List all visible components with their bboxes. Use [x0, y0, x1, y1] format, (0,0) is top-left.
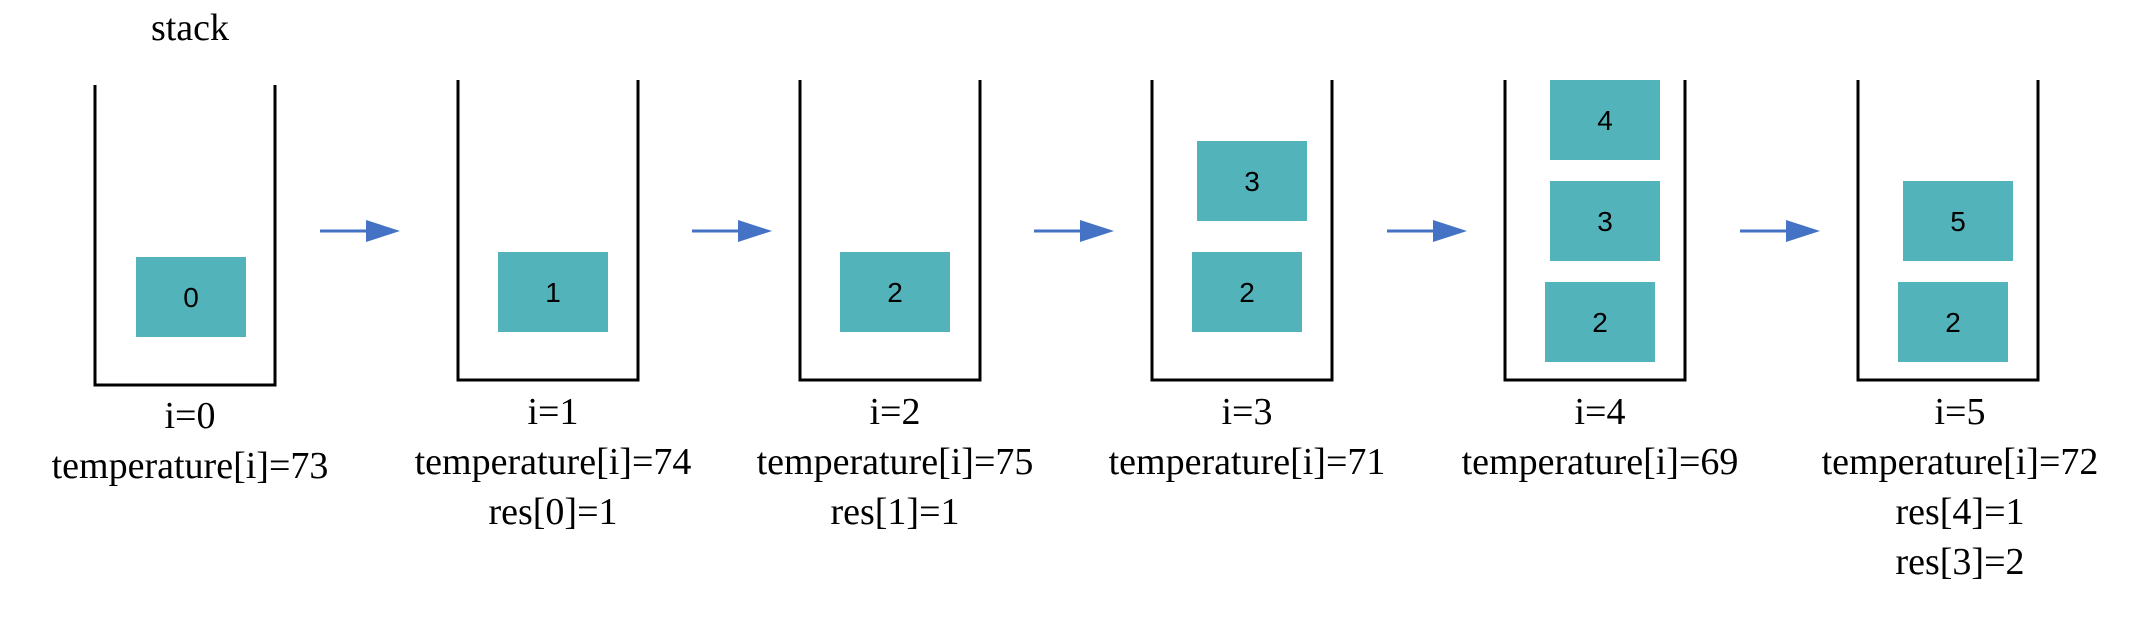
arrow-right-icon: [1034, 220, 1114, 242]
step-caption-line: i=2: [870, 391, 921, 433]
stack-block-rect: [1898, 282, 2008, 362]
stack-block: 3: [1550, 181, 1660, 261]
step-caption-line: temperature[i]=75: [757, 441, 1034, 483]
stack-block-rect: [840, 252, 950, 332]
stack-container: [456, 80, 640, 382]
stack-block-label: 2: [1239, 277, 1255, 308]
step-2: 2 i=2 temperature[i]=75 res[1]=1: [757, 80, 1034, 533]
stack-block-rect: [1550, 181, 1660, 261]
stack-block-rect: [1903, 181, 2013, 261]
stack-block-label: 2: [887, 277, 903, 308]
stack-block-label: 3: [1244, 166, 1260, 197]
step-0: 0 i=0 temperature[i]=73: [52, 85, 329, 487]
step-caption-line: res[1]=1: [830, 491, 959, 533]
step-caption-line: temperature[i]=73: [52, 445, 329, 487]
stack-container: [1150, 80, 1334, 382]
stack-block-rect: [1197, 141, 1307, 221]
step-caption-line: temperature[i]=69: [1462, 441, 1739, 483]
stack-block-label: 5: [1950, 206, 1966, 237]
step-caption-line: i=3: [1222, 391, 1273, 433]
stack-container: [1856, 80, 2040, 382]
step-caption-line: i=4: [1575, 391, 1626, 433]
stack-block: 4: [1550, 80, 1660, 160]
arrow-right-icon: [1387, 220, 1467, 242]
stack-block-rect: [136, 257, 246, 337]
step-1: 1 i=1 temperature[i]=74 res[0]=1: [415, 80, 692, 533]
stack-block: 2: [1545, 282, 1655, 362]
arrow-right-icon: [320, 220, 400, 242]
arrow-right-icon: [1740, 220, 1820, 242]
stack-container: [93, 85, 277, 387]
step-caption-line: i=0: [165, 395, 216, 437]
step-5: 2 5 i=5 temperature[i]=72 res[4]=1 res[3]=2: [1822, 80, 2099, 583]
stack-block-label: 0: [183, 282, 199, 313]
stack-block: 5: [1903, 181, 2013, 261]
step-caption-line: temperature[i]=71: [1109, 441, 1386, 483]
stack-block: 1: [498, 252, 608, 332]
stack-block: 2: [1898, 282, 2008, 362]
step-caption-line: i=1: [528, 391, 579, 433]
stack-block-label: 1: [545, 277, 561, 308]
step-caption-line: res[0]=1: [488, 491, 617, 533]
stack-block: 2: [1192, 252, 1302, 332]
stack-block-rect: [1192, 252, 1302, 332]
stack-block: 2: [840, 252, 950, 332]
stack-block-rect: [1550, 80, 1660, 160]
step-4: 2 3 4 i=4 temperature[i]=69: [1462, 80, 1739, 483]
step-caption-line: res[4]=1: [1895, 491, 2024, 533]
stack-block-label: 4: [1597, 105, 1613, 136]
steps-group: 0 i=0 temperature[i]=73 1 i=1 temperature[i]=…: [52, 80, 2099, 583]
stack-block-rect: [1545, 282, 1655, 362]
step-caption-line: i=5: [1935, 391, 1986, 433]
stack-container: [798, 80, 982, 382]
step-caption-line: res[3]=2: [1895, 541, 2024, 583]
stack-block-rect: [498, 252, 608, 332]
arrow-right-icon: [692, 220, 772, 242]
step-caption-line: temperature[i]=72: [1822, 441, 2099, 483]
stack-block-label: 3: [1597, 206, 1613, 237]
step-3: 2 3 i=3 temperature[i]=71: [1109, 80, 1386, 483]
stack-block-label: 2: [1592, 307, 1608, 338]
step-caption-line: temperature[i]=74: [415, 441, 692, 483]
stack-container: [1503, 80, 1687, 382]
stack-block: 3: [1197, 141, 1307, 221]
stack-block-label: 2: [1945, 307, 1961, 338]
diagram-title: stack: [151, 7, 229, 49]
stack-block: 0: [136, 257, 246, 337]
